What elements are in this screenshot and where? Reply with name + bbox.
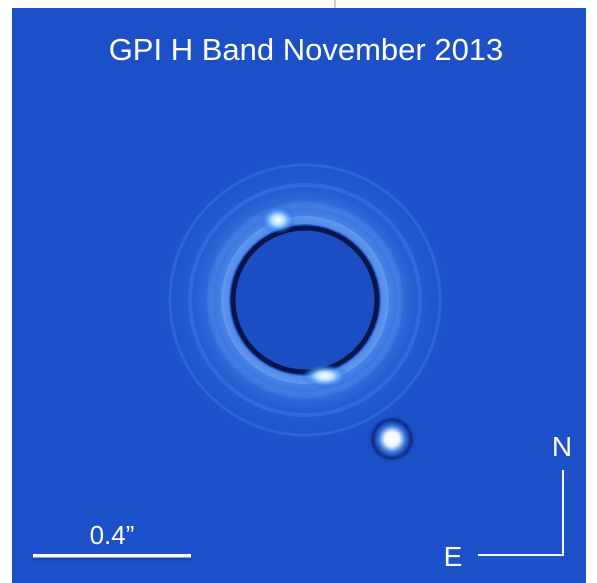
speckle-spot [301,364,349,388]
image: GPI H Band November 2013 0.4” N E [0,0,597,583]
scale-bar-label: 0.4” [90,520,135,550]
compass-north: N [552,431,572,462]
compass-east: E [444,541,463,572]
occulter-mask [233,228,377,372]
speckle-spot [260,206,296,234]
planet [368,415,416,463]
page: GPI H Band November 2013 0.4” N E (() =>… [0,0,597,583]
title: GPI H Band November 2013 [109,32,504,67]
